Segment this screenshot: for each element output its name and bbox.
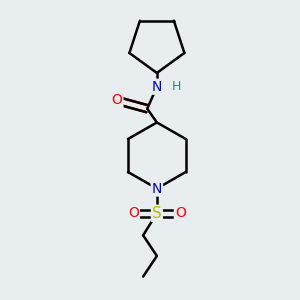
Text: N: N: [152, 182, 162, 196]
Text: N: N: [152, 80, 162, 94]
Text: O: O: [128, 206, 139, 220]
Text: O: O: [175, 206, 186, 220]
Text: H: H: [172, 80, 181, 93]
Text: S: S: [152, 206, 162, 221]
Text: O: O: [112, 94, 122, 107]
